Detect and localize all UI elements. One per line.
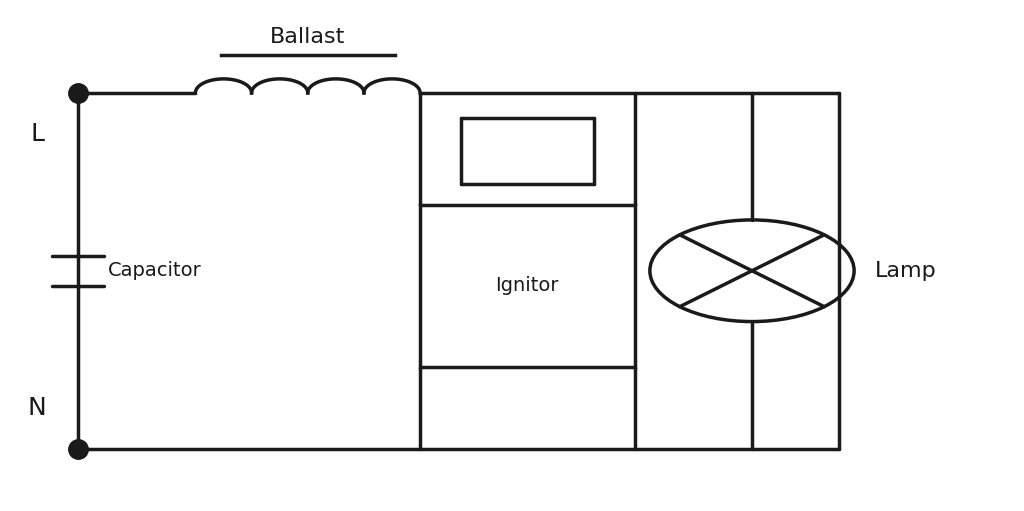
Text: Ignitor: Ignitor: [496, 276, 559, 295]
Text: Capacitor: Capacitor: [108, 261, 202, 280]
Text: L: L: [30, 122, 44, 146]
Text: Lamp: Lamp: [874, 261, 936, 281]
Text: N: N: [28, 396, 46, 420]
Text: Ballast: Ballast: [270, 27, 345, 47]
